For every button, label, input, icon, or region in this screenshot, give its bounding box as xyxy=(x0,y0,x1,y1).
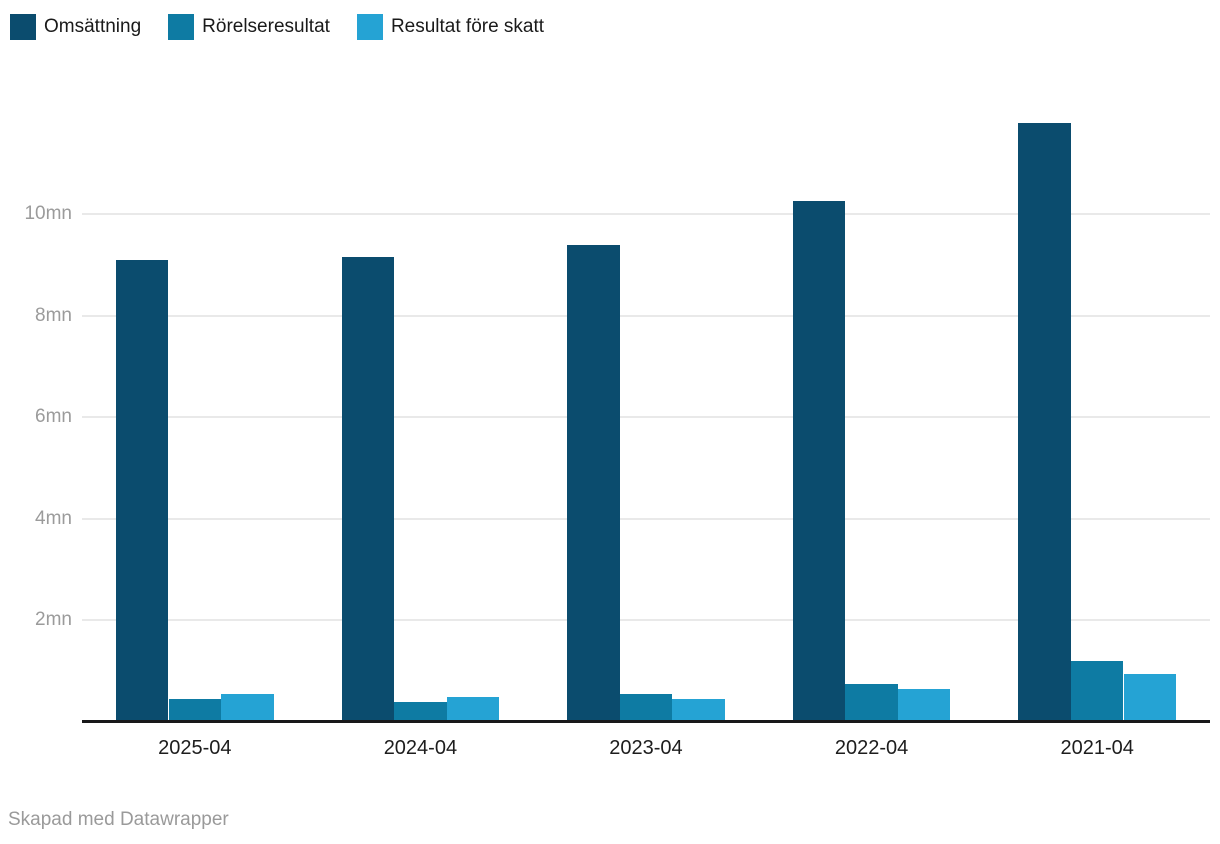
bar-rorelseresultat-2022-04 xyxy=(845,683,898,722)
legend-label: Resultat före skatt xyxy=(390,16,545,37)
gridline xyxy=(82,314,1210,317)
bar-omsattning-2021-04 xyxy=(1018,122,1071,722)
gridline xyxy=(82,619,1210,622)
legend-item-resultat-fore-skatt: Resultat före skatt xyxy=(356,14,545,40)
bar-resultat-fore-skatt-2024-04 xyxy=(446,696,500,722)
legend: Omsättning Rörelseresultat Resultat före s… xyxy=(10,14,544,40)
bar-omsattning-2024-04 xyxy=(341,257,395,722)
datawrapper-credit: Skapad med Datawrapper xyxy=(8,809,229,830)
legend-swatch-icon xyxy=(168,14,195,40)
x-axis-category-label: 2023-04 xyxy=(609,737,683,759)
bar-resultat-fore-skatt-2023-04 xyxy=(672,699,725,722)
legend-item-omsattning: Omsättning xyxy=(10,14,141,40)
bar-omsattning-2022-04 xyxy=(792,201,846,722)
bar-rorelseresultat-2024-04 xyxy=(394,701,447,722)
y-axis-tick-label: 10mn xyxy=(24,203,72,225)
bar-rorelseresultat-2023-04 xyxy=(619,694,673,722)
bar-omsattning-2023-04 xyxy=(567,244,620,722)
y-axis-tick-label: 4mn xyxy=(35,507,72,529)
x-axis-category-label: 2021-04 xyxy=(1060,737,1134,759)
bar-resultat-fore-skatt-2021-04 xyxy=(1123,673,1177,722)
legend-label: Omsättning xyxy=(44,16,142,37)
bar-omsattning-2025-04 xyxy=(115,259,169,722)
x-axis-line xyxy=(82,720,1210,723)
gridline xyxy=(82,416,1210,419)
x-axis-category-label: 2024-04 xyxy=(383,737,458,759)
bar-resultat-fore-skatt-2022-04 xyxy=(897,688,951,722)
legend-item-rorelseresultat: Rörelseresultat xyxy=(168,14,330,40)
bar-resultat-fore-skatt-2025-04 xyxy=(221,694,274,722)
y-axis-tick-label: 2mn xyxy=(35,609,72,631)
x-axis-category-label: 2022-04 xyxy=(834,737,909,759)
gridline xyxy=(82,213,1210,216)
bar-rorelseresultat-2025-04 xyxy=(168,699,222,722)
x-axis-category-label: 2025-04 xyxy=(158,737,232,759)
gridline xyxy=(82,517,1210,520)
y-axis-tick-label: 8mn xyxy=(35,304,72,326)
legend-swatch-icon xyxy=(356,14,383,40)
bar-rorelseresultat-2021-04 xyxy=(1070,661,1124,722)
legend-label: Rörelseresultat xyxy=(202,16,330,37)
legend-swatch-icon xyxy=(10,14,36,40)
y-axis-tick-label: 6mn xyxy=(35,406,72,428)
